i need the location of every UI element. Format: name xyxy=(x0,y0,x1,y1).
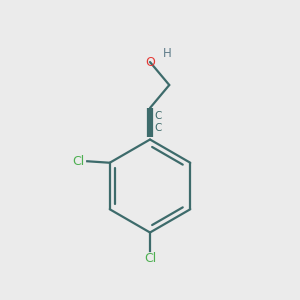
Text: Cl: Cl xyxy=(144,252,156,265)
Text: C: C xyxy=(155,124,162,134)
Text: C: C xyxy=(155,111,162,121)
Text: H: H xyxy=(163,47,171,60)
Text: Cl: Cl xyxy=(73,155,85,168)
Text: O: O xyxy=(145,56,155,68)
